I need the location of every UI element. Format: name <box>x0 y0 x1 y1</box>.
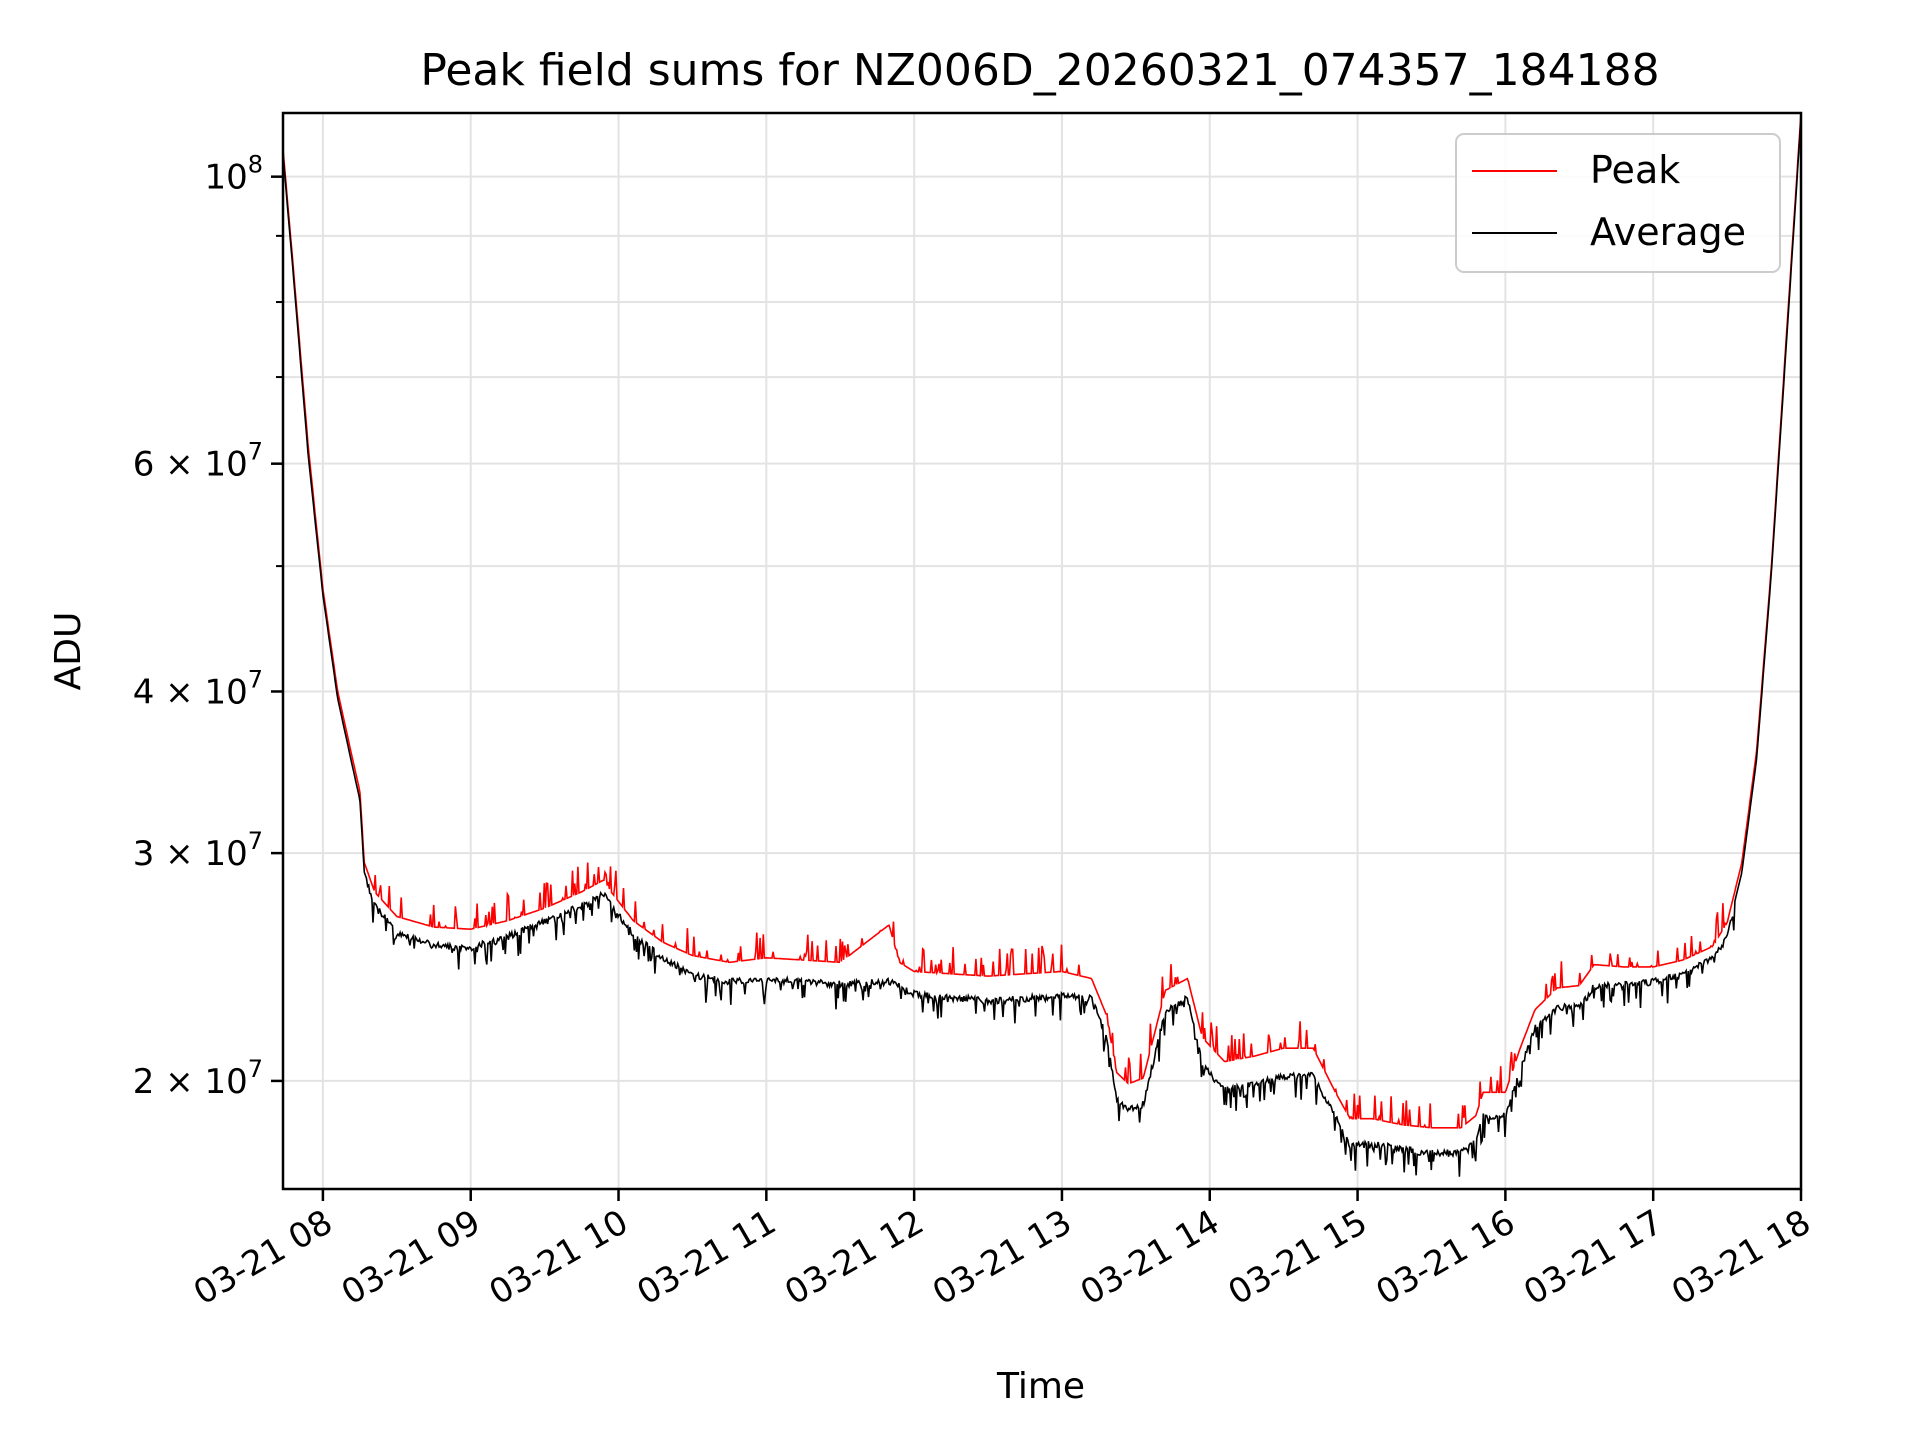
series-layer <box>283 113 1801 1177</box>
x-tick-label: 03-21 14 <box>1074 1202 1226 1313</box>
x-tick-label: 03-21 09 <box>335 1202 487 1313</box>
y-tick-label: 3 × 107 <box>133 827 263 874</box>
legend-box <box>1455 133 1781 273</box>
x-tick-label: 03-21 08 <box>187 1202 339 1313</box>
y-tick-label: 6 × 107 <box>133 438 263 485</box>
x-tick-label: 03-21 16 <box>1369 1202 1521 1313</box>
x-axis-label: Time <box>996 1366 1085 1407</box>
chart-title: Peak field sums for NZ006D_20260321_0743… <box>420 45 1659 96</box>
x-tick-label: 03-21 10 <box>483 1202 635 1313</box>
series-line-average <box>283 117 1801 1177</box>
y-tick-label: 4 × 107 <box>133 665 263 712</box>
x-tick-label: 03-21 17 <box>1517 1202 1669 1313</box>
x-tick-label: 03-21 15 <box>1222 1202 1374 1313</box>
x-tick-label: 03-21 11 <box>630 1202 782 1313</box>
y-tick-label: 2 × 107 <box>133 1055 263 1102</box>
legend-peak-label: Peak <box>1590 148 1680 192</box>
legend-average-label: Average <box>1590 210 1746 254</box>
legend: Peak Average <box>1455 133 1781 273</box>
grid <box>283 113 1802 1189</box>
series-line-peak <box>283 113 1801 1129</box>
y-axis-label: ADU <box>48 612 89 691</box>
y-tick-label: 108 <box>204 151 263 198</box>
y-axis: 2 × 107 3 × 107 4 × 107 6 × 107 108 <box>133 151 283 1102</box>
x-tick-label: 03-21 13 <box>926 1202 1078 1313</box>
x-tick-label: 03-21 18 <box>1665 1202 1817 1313</box>
x-tick-label: 03-21 12 <box>778 1202 930 1313</box>
plot-frame <box>281 111 1803 1191</box>
